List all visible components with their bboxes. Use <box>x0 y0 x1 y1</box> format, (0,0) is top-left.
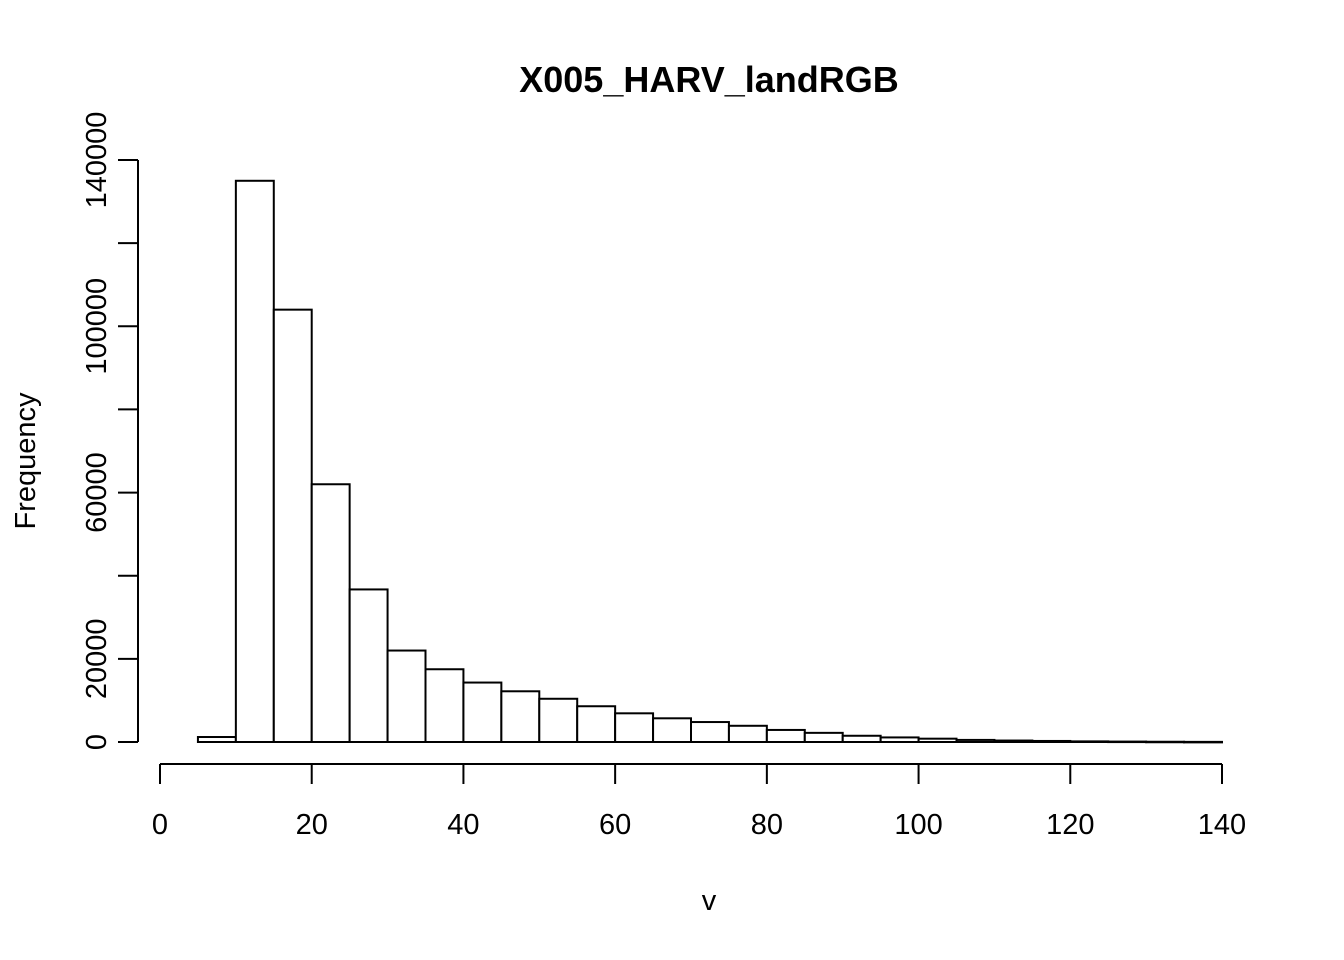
y-axis: 0 20000 60000 100000 140000 <box>81 112 139 750</box>
y-axis-label: Frequency <box>10 392 42 530</box>
histogram-bar <box>1183 740 1223 744</box>
histogram-bar <box>917 737 958 743</box>
histogram-bar <box>690 721 730 744</box>
histogram-bar <box>272 308 313 743</box>
histogram-bar <box>234 179 275 744</box>
histogram-bar <box>765 728 806 743</box>
x-tick-label: 40 <box>447 809 479 841</box>
histogram-bar <box>386 649 427 743</box>
histogram-bar <box>727 724 768 744</box>
bars-group <box>196 179 1223 744</box>
chart-title: X005_HARV_landRGB <box>519 59 898 100</box>
histogram-bar <box>500 690 541 743</box>
y-tick-label: 140000 <box>81 112 113 209</box>
x-tick-label: 120 <box>1046 809 1094 841</box>
histogram-bar <box>879 736 920 743</box>
histogram-bar <box>841 734 882 743</box>
y-tick-label: 0 <box>81 734 113 750</box>
y-tick-label: 20000 <box>81 619 113 700</box>
histogram-bar <box>310 483 351 743</box>
histogram-bar <box>1145 740 1186 744</box>
x-tick-label: 80 <box>751 809 783 841</box>
histogram-bar <box>955 738 996 744</box>
x-tick-label: 100 <box>894 809 942 841</box>
x-axis-label: v <box>702 885 717 917</box>
x-tick-label: 20 <box>296 809 328 841</box>
histogram-bar <box>1031 739 1072 743</box>
histogram-bar <box>652 717 692 743</box>
y-tick-label: 100000 <box>81 278 113 375</box>
histogram-bar <box>538 697 579 743</box>
histogram-bar <box>348 588 389 743</box>
histogram-bar <box>614 712 655 744</box>
histogram-bar <box>424 668 465 743</box>
x-axis: 0 20 40 60 80 100 120 140 <box>152 763 1246 841</box>
histogram-bar <box>1069 740 1110 743</box>
histogram-bar <box>993 739 1034 743</box>
x-tick-label: 60 <box>599 809 631 841</box>
histogram-bar <box>1107 740 1148 744</box>
x-tick-label: 0 <box>152 809 168 841</box>
histogram-bar <box>576 705 617 744</box>
x-tick-label: 140 <box>1198 809 1246 841</box>
histogram-bar <box>196 736 237 743</box>
histogram-bar <box>462 681 503 743</box>
y-tick-label: 60000 <box>81 452 113 533</box>
histogram-bar <box>803 731 844 744</box>
